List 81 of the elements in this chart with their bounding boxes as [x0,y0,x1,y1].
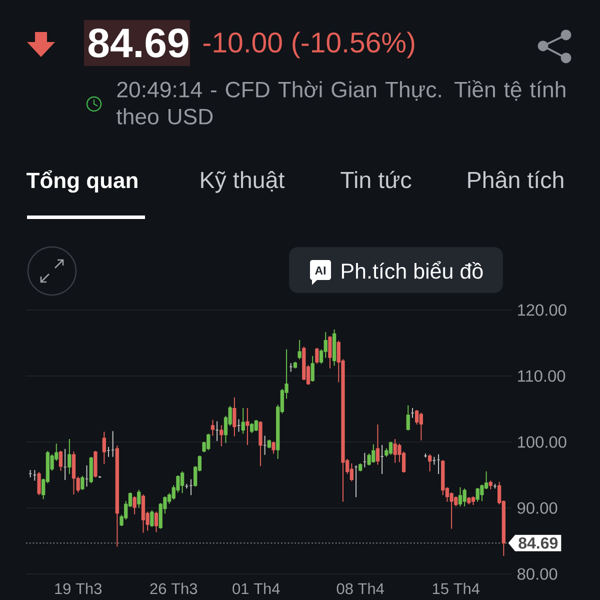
chart-title: 84.69 [88,28,188,58]
candlestick [94,450,98,478]
candlestick [84,465,89,487]
candlestick [63,448,67,480]
y-tick-label: 100.00 [518,436,566,448]
candlestick [467,497,471,504]
candlestick [102,432,106,464]
candlestick [189,479,193,496]
candlestick [258,421,262,466]
candlestick [236,419,241,432]
candlestick [184,484,188,489]
candlestick [419,412,423,440]
candlestick [154,512,158,532]
x-tick-label: 15 Th4 [432,582,480,594]
candlestick [354,465,358,498]
text: 20:49:14 - CFD Thời Gian Thực. Tiền tệ tính theo USD [116,80,566,124]
candlestick [272,442,276,454]
candlestick [132,496,136,514]
candlestick [436,454,440,474]
candlestick [376,424,380,465]
chart-subtitle: -10.00 (-10.56%) [203,32,414,58]
candlestick [315,348,319,364]
candlestick [220,425,224,446]
candlestick [380,444,384,474]
candlestick [488,480,492,490]
candlestick [89,456,93,484]
candlestick [471,496,476,506]
candlestick [28,470,32,478]
candlestick [298,340,302,360]
candlestick [111,431,115,457]
candlestick [37,472,41,496]
candlestick [241,408,245,434]
candlestick [332,329,336,366]
text: Tin tức [340,170,412,188]
candlestick [210,420,215,436]
candlestick [72,452,76,494]
candlestick [293,362,298,368]
candlestick [150,510,154,527]
candlestick [137,490,141,508]
candlestick [493,484,497,489]
candlestick [32,470,37,481]
candlestick [388,442,393,455]
candlestick [428,454,432,472]
y-tick-label: 80.00 [518,568,558,580]
candlestick [232,397,236,436]
candlestick [350,463,354,482]
text: Ph.tích biểu đồ [342,261,483,279]
y-tick-label: 120.00 [518,304,566,316]
candlestick [406,405,410,430]
x-tick-label: 08 Th4 [336,582,384,594]
candlestick [310,356,314,382]
candlestick [250,423,254,434]
candlestick [141,494,146,533]
candlestick [254,420,258,432]
text: AI [315,266,326,274]
candlestick [410,408,414,418]
candlestick [328,336,332,368]
x-tick-label: 19 Th3 [55,582,102,594]
candlestick [289,363,293,372]
candlestick [462,488,466,506]
candlestick [115,446,120,547]
candlestick [263,436,267,455]
candlestick [458,487,462,506]
text: Tổng quan [26,170,138,193]
y-tick-label: 90.00 [518,502,558,514]
text: Kỹ thuật [201,171,285,193]
candlestick [432,456,436,465]
candlestick [246,408,250,445]
candlestick [267,440,271,448]
text: Phân tích [468,170,564,188]
x-tick-label: 01 Th4 [232,582,280,594]
candlestick [215,421,219,442]
candlestick [58,450,63,471]
candlestick [424,454,428,458]
candlestick [362,452,367,468]
candlestick [68,439,72,474]
ref-line-label: 84.69 [518,537,558,549]
candlestick [358,463,362,472]
x-tick-label: 26 Th3 [150,582,198,594]
y-tick-label: 110.00 [518,370,566,382]
candlestick [80,476,84,490]
